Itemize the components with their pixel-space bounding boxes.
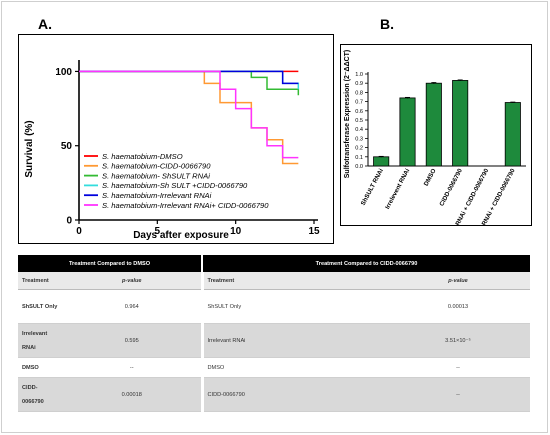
col-pvalue-right: p-value [386,272,530,290]
table-header-cidd: Treatment Compared to CIDD-0066790 [202,255,530,272]
bar [452,80,469,167]
table-row: ShSULT Only 0.964 ShSULT Only 0.00013 [18,289,530,324]
survival-series-line [79,70,299,159]
col-treatment-left: Treatment [18,272,63,290]
bar-y-tick-label: 0.3 [355,136,363,142]
row-pvalue-right: -- [386,357,530,378]
table-header-dmso: Treatment Compared to DMSO [18,255,203,272]
bar-y-tick-label: 0.1 [355,155,363,161]
row-pvalue-right: 0.00013 [386,289,530,324]
bar-y-tick-label: 0.6 [355,109,363,115]
bar-y-tick-label: 0.5 [355,118,363,124]
survival-y-tick-label: 0 [66,216,72,227]
row-pvalue-left: -- [63,357,204,378]
panel-a-label: A. [38,16,52,32]
survival-x-tick-label: 10 [230,226,242,237]
bar-y-tick-label: 0.9 [355,81,363,87]
row-pvalue-left: 0.00018 [63,377,204,412]
legend-entry: S. haematobium- ShSULT RNAi [102,171,210,180]
legend-entry: S. haematobium-DMSO [102,152,183,161]
row-treatment-right: CIDD-0066790 [202,377,386,412]
pvalue-table: Treatment Compared to DMSO Treatment Com… [18,255,530,412]
bar-y-tick-label: 0.0 [355,164,363,170]
survival-ylabel: Survival (%) [24,120,35,177]
bar-y-tick-label: 0.4 [355,127,363,133]
row-pvalue-left: 0.595 [63,323,204,358]
legend-entry: S. haematobium-Irrelevant RNAi [102,191,212,200]
legend-entry: S. haematobium-Irrelevant RNAi+ CIDD-006… [102,201,269,210]
row-pvalue-left: 0.964 [63,289,204,324]
survival-y-tick-label: 50 [61,141,73,152]
survival-x-tick-label: 15 [308,226,320,237]
bar [504,102,521,167]
bar [425,82,442,167]
survival-chart: Survival (%) Days after exposure 0 5 10 15 0… [18,34,334,244]
legend-entry: S. haematobium-CIDD-0066790 [102,162,211,171]
survival-xlabel: Days after exposure [133,230,229,241]
legend-entry: S. haematobium-Sh SULT +CIDD-0066790 [102,181,248,190]
table-row: CIDD-0066790 0.00018 CIDD-0066790 -- [18,377,530,412]
col-treatment-right: Treatment [202,272,386,290]
row-treatment-right: Irrelevant RNAi [202,323,386,358]
col-pvalue-left: p-value [63,272,204,290]
row-pvalue-right: -- [386,377,530,412]
table-row: DMSO -- DMSO -- [18,357,530,378]
survival-x-tick-label: 0 [76,226,82,237]
survival-x-tick-label: 5 [155,226,161,237]
bar-y-tick-label: 0.7 [355,100,363,106]
row-treatment-right: ShSULT Only [202,289,386,324]
row-treatment-left: Irrelevant RNAi [18,323,63,358]
table-row: Irrelevant RNAi 0.595 Irrelevant RNAi 3.… [18,323,530,358]
survival-y-tick-label: 100 [55,67,72,78]
expression-ylabel: Sulfotransferase Expression (2⁻ΔΔCT) [344,50,351,179]
row-pvalue-right: 3.51×10⁻⁵ [386,323,530,358]
expression-chart: Sulfotransferase Expression (2⁻ΔΔCT) 0.0… [340,44,532,226]
bar-y-tick-label: 1.0 [355,72,363,78]
row-treatment-left: DMSO [18,357,63,378]
row-treatment-left: ShSULT Only [18,289,63,324]
row-treatment-right: DMSO [202,357,386,378]
bar-y-tick-label: 0.2 [355,146,363,152]
bar-y-tick-label: 0.8 [355,90,363,96]
bar [399,97,416,167]
bar [373,156,390,167]
row-treatment-left: CIDD-0066790 [18,377,63,412]
panel-b-label: B. [380,16,394,32]
